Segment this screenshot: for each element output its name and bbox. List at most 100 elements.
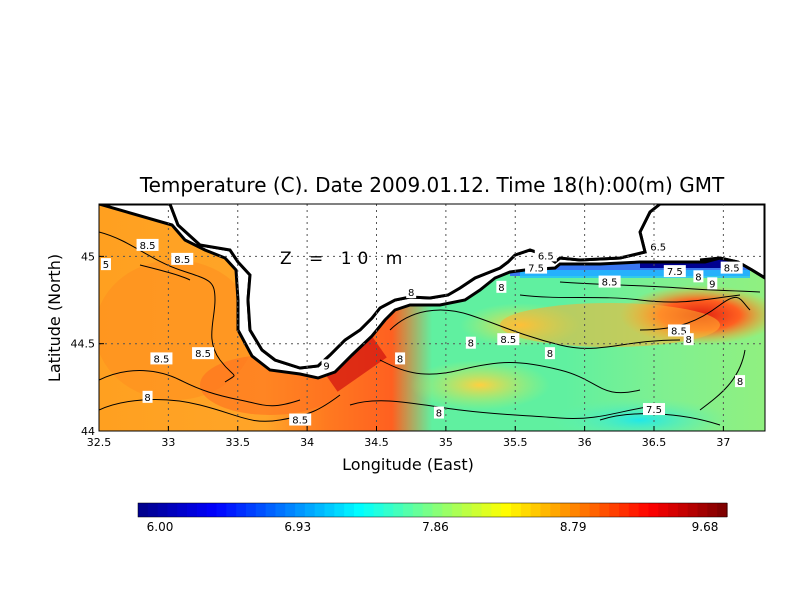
contour-label-bg: [497, 333, 520, 346]
contour-label: 7.5: [646, 405, 662, 416]
contour-label-bg: [150, 352, 173, 365]
contour-label: 6.5: [538, 251, 554, 262]
colorbar-cell: [501, 503, 512, 517]
colorbar-cell: [589, 503, 600, 517]
colorbar-cell: [687, 503, 699, 517]
colorbar-cell: [403, 503, 414, 517]
y-tick-label: 44.5: [71, 338, 96, 351]
colorbar-cell: [157, 503, 169, 517]
colorbar-cell: [569, 503, 581, 517]
colorbar: [137, 502, 728, 518]
colorbar-cell: [393, 503, 404, 517]
colorbar-tick-label: 9.68: [692, 520, 719, 534]
contour-label: 8.5: [140, 241, 156, 252]
colorbar-cell: [668, 503, 679, 517]
colorbar-cell: [245, 503, 257, 517]
y-tick-label: 45: [81, 250, 95, 263]
contour-label: 9: [709, 279, 715, 290]
contour-label: 8: [737, 377, 743, 388]
cool-patch-southeast: [550, 398, 730, 431]
colorbar-cell: [619, 503, 630, 517]
contour-label-bg: [142, 390, 153, 403]
contour-label: 8.5: [174, 255, 190, 266]
contour-label: 8: [397, 354, 403, 365]
colorbar-cell: [216, 503, 227, 517]
colorbar-cell: [511, 503, 522, 517]
colorbar-cell: [550, 503, 561, 517]
x-tick-label: 33.5: [226, 436, 251, 449]
colorbar-cell: [432, 503, 443, 517]
x-tick-label: 33: [161, 436, 175, 449]
y-tick-label: 44: [81, 425, 95, 438]
colorbar-cell: [196, 503, 208, 517]
contour-lines: [99, 231, 761, 426]
colorbar-cell: [383, 503, 394, 517]
contour-label-bg: [192, 347, 215, 360]
colorbar-cell: [609, 503, 620, 517]
colorbar-cell: [628, 503, 640, 517]
contour-label: 9: [323, 361, 329, 372]
contour-label-bg: [406, 286, 417, 299]
land-north-mask: [170, 204, 660, 368]
colorbar-cell: [334, 503, 345, 517]
contour-label: 8.5: [500, 335, 516, 346]
contour-label: 8: [144, 393, 150, 404]
colorbar-cell: [648, 503, 659, 517]
contour-label: 8: [468, 339, 474, 350]
y-axis-ticks: 44 44.5 45: [71, 250, 104, 438]
colorbar-tick-label: 7.86: [422, 520, 449, 534]
colorbar-cell: [304, 503, 316, 517]
contour-label: 8: [408, 288, 414, 299]
x-tick-label: 36: [578, 436, 592, 449]
contour-label-bg: [534, 249, 557, 262]
colorbar-cell: [412, 503, 424, 517]
contour-label-bg: [289, 413, 312, 426]
colorbar-cell: [265, 503, 277, 517]
contour-label-bg: [598, 275, 621, 288]
contour-label-bg: [720, 261, 743, 274]
x-tick-label: 35.5: [503, 436, 528, 449]
x-tick-label: 37: [716, 436, 730, 449]
x-axis-label: Longitude (East): [342, 455, 474, 474]
contour-label: 5: [103, 260, 109, 271]
colorbar-cell: [599, 503, 610, 517]
colorbar-cell: [363, 503, 375, 517]
contour-label: 8.5: [671, 326, 687, 337]
y-axis-label: Latitude (North): [45, 254, 64, 382]
colorbar-tick-label: 6.00: [147, 520, 174, 534]
contour-label: 7.5: [667, 267, 683, 278]
contour-label-bg: [433, 406, 444, 419]
colorbar-cell: [353, 503, 365, 517]
contour-label-bg: [707, 277, 718, 290]
plot-frame: [98, 203, 766, 432]
colorbar-cell: [275, 503, 286, 517]
colorbar-cell: [530, 503, 542, 517]
colorbar-cell: [295, 503, 306, 517]
contour-label-bg: [100, 258, 111, 271]
contour-label-bg: [395, 352, 406, 365]
contour-label-bg: [496, 280, 507, 293]
x-axis-ticks: 32.5 33 33.5 34 34.5 35 35.5 36 36.5 37: [87, 426, 730, 449]
contour-label-bg: [683, 333, 694, 346]
contour-label: 6.5: [650, 243, 666, 254]
colorbar-cell: [697, 503, 708, 517]
x-tick-label: 35: [439, 436, 453, 449]
contour-label: 8.5: [602, 278, 618, 289]
contour-label: 8.5: [292, 416, 308, 427]
colorbar-cell: [314, 503, 326, 517]
colorbar-cell: [206, 503, 218, 517]
x-tick-label: 32.5: [87, 436, 112, 449]
depth-annotation: Z = 10 m: [280, 249, 408, 269]
chart-title: Temperature (C). Date 2009.01.12. Time 1…: [139, 173, 725, 197]
colorbar-cell: [226, 503, 237, 517]
yellow-patch: [410, 360, 550, 410]
contour-label: 8.5: [195, 349, 211, 360]
colorbar-cell: [285, 503, 296, 517]
colorbar-cell: [344, 503, 355, 517]
colorbar-cell: [717, 503, 728, 517]
contour-label: 8: [695, 272, 701, 283]
contour-label: 8: [547, 349, 553, 360]
